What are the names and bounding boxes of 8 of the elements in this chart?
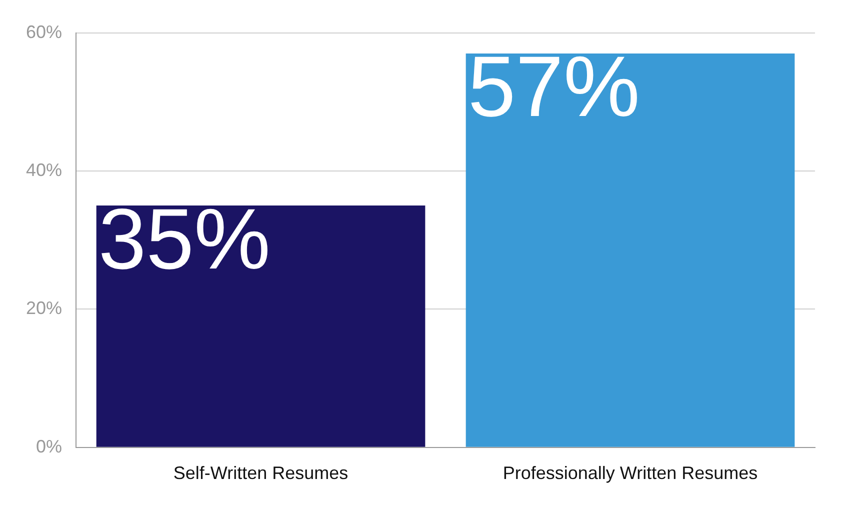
x-tick-label: Professionally Written Resumes (502, 463, 758, 484)
data-label: 35% (98, 191, 270, 288)
y-tick-label: 60% (26, 22, 62, 42)
data-label: 57% (468, 39, 640, 136)
y-tick-label: 20% (26, 298, 62, 318)
x-tick-label: Self-Written Resumes (173, 463, 348, 484)
y-tick-label: 40% (26, 160, 62, 180)
y-tick-label: 0% (36, 436, 62, 456)
